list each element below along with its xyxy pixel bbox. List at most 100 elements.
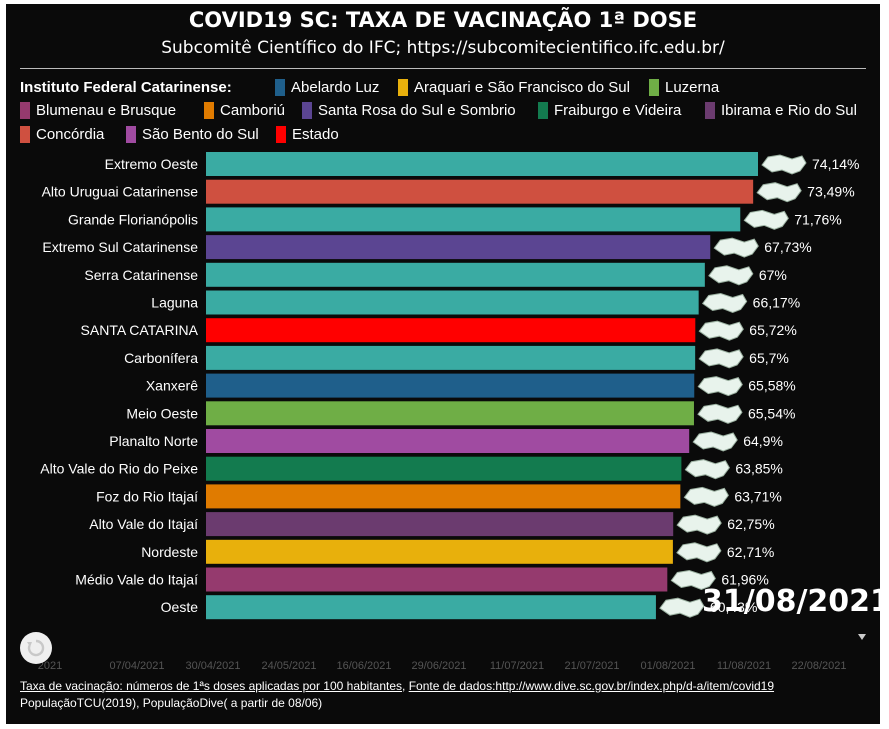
category-label: Carbonífera [124, 350, 198, 366]
bar[interactable] [206, 595, 656, 620]
legend-label: Abelardo Luz [291, 79, 380, 96]
value-label: 64,9% [743, 433, 783, 449]
map-thumbnail-icon [697, 403, 743, 424]
map-thumbnail-icon [698, 348, 744, 369]
legend-item-concordia[interactable]: Concórdia [20, 126, 104, 144]
bar[interactable] [206, 207, 741, 232]
legend-label: Araquari e São Francisco do Sul [414, 79, 630, 96]
footer-source-link[interactable]: Fonte de dados:http://www.dive.sc.gov.br… [408, 679, 775, 693]
legend-item-estado[interactable]: Estado [276, 126, 339, 144]
legend-item-abelardo-luz[interactable]: Abelardo Luz [275, 79, 379, 97]
timeline-tick-label: 30/04/2021 [185, 660, 240, 672]
timeline-slider-handle[interactable] [858, 634, 866, 640]
bar[interactable] [206, 512, 674, 537]
bar[interactable] [206, 290, 699, 315]
legend-swatch [538, 102, 548, 119]
timeline-tick-label: 29/06/2021 [411, 660, 466, 672]
replay-button[interactable] [20, 632, 52, 664]
map-thumbnail-icon [676, 542, 722, 563]
category-label: Meio Oeste [126, 405, 198, 421]
category-label: Oeste [161, 599, 199, 615]
value-label: 63,71% [734, 488, 781, 504]
value-label: 62,75% [727, 516, 774, 532]
header-divider [20, 68, 866, 69]
map-thumbnail-icon [713, 237, 759, 258]
legend-swatch [275, 79, 285, 96]
bar[interactable] [206, 152, 758, 176]
legend-label: Santa Rosa do Sul e Sombrio [318, 102, 516, 119]
category-label: Laguna [151, 295, 198, 311]
legend-label: Fraiburgo e Videira [554, 102, 682, 119]
timeline-tick-label: 2021 [38, 660, 62, 672]
value-label: 71,76% [794, 211, 841, 227]
bar[interactable] [206, 345, 696, 370]
timeline-tick-label: 16/06/2021 [336, 660, 391, 672]
legend-label: Luzerna [665, 79, 720, 96]
map-thumbnail-icon [743, 209, 789, 230]
category-label: Alto Vale do Itajaí [89, 516, 198, 532]
legend-label: São Bento do Sul [142, 126, 259, 143]
bar[interactable] [206, 539, 673, 564]
category-label: Grande Florianópolis [68, 211, 198, 227]
map-thumbnail-icon [697, 376, 743, 397]
bar[interactable] [206, 456, 682, 481]
replay-icon [27, 639, 45, 657]
footer-definition-link[interactable]: Taxa de vacinação: números de 1ªs doses … [20, 679, 403, 693]
value-label: 74,14% [812, 156, 859, 172]
map-thumbnail-icon [670, 569, 716, 591]
legend-swatch [20, 126, 30, 143]
chart-subtitle: Subcomitê Científico do IFC; https://sub… [161, 38, 725, 58]
bar[interactable] [206, 262, 705, 287]
legend-item-araquari[interactable]: Araquari e São Francisco do Sul [398, 79, 630, 97]
bar[interactable] [206, 429, 690, 453]
map-thumbnail-icon [701, 292, 748, 314]
category-label: Foz do Rio Itajaí [96, 488, 198, 504]
legend-label: Blumenau e Brusque [36, 102, 177, 119]
value-label: 65,7% [749, 350, 789, 366]
legend-item-ibirama[interactable]: Ibirama e Rio do Sul [705, 102, 857, 120]
legend-item-santa-rosa[interactable]: Santa Rosa do Sul e Sombrio [302, 102, 516, 120]
chart-frame: COVID19 SC: TAXA DE VACINAÇÃO 1ª DOSE Su… [6, 4, 880, 724]
category-label: Nordeste [141, 544, 198, 560]
timeline-tick-label: 21/07/2021 [564, 660, 619, 672]
value-label: 62,71% [727, 544, 774, 560]
current-date-label: 31/08/2021 [702, 584, 880, 619]
value-label: 73,49% [807, 184, 854, 200]
value-label: 61,96% [721, 572, 768, 588]
bar[interactable] [206, 318, 696, 343]
value-label: 67% [759, 267, 787, 283]
value-label: 65,58% [748, 378, 795, 394]
legend: Instituto Federal Catarinense: Abelardo … [20, 78, 875, 148]
legend-item-fraiburgo[interactable]: Fraiburgo e Videira [538, 102, 681, 120]
category-label: Extremo Sul Catarinense [42, 239, 198, 255]
bar[interactable] [206, 484, 681, 509]
bar[interactable] [206, 235, 711, 260]
timeline-tick-label: 11/08/2021 [717, 660, 771, 672]
bar[interactable] [206, 567, 668, 592]
bar[interactable] [206, 401, 694, 426]
value-label: 65,72% [749, 322, 796, 338]
legend-item-luzerna[interactable]: Luzerna [649, 79, 719, 97]
map-thumbnail-icon [761, 154, 807, 175]
category-label: Alto Vale do Rio do Peixe [40, 461, 198, 477]
category-label: Médio Vale do Itajaí [75, 572, 198, 588]
map-thumbnail-icon [708, 265, 754, 286]
category-label: Xanxerê [146, 378, 198, 394]
value-label: 66,17% [753, 295, 800, 311]
footer-separator: , [402, 679, 409, 693]
timeline-tick-label: 01/08/2021 [640, 660, 695, 672]
chart-title: COVID19 SC: TAXA DE VACINAÇÃO 1ª DOSE [188, 8, 698, 32]
timeline-tick-label: 11/07/2021 [490, 660, 544, 672]
bar[interactable] [206, 179, 754, 204]
timeline-tick-label: 22/08/2021 [791, 660, 846, 672]
legend-item-sao-bento[interactable]: São Bento do Sul [126, 126, 259, 144]
legend-title: Instituto Federal Catarinense: [20, 79, 232, 96]
bar[interactable] [206, 373, 695, 398]
legend-label: Ibirama e Rio do Sul [721, 102, 857, 119]
legend-item-camboriu[interactable]: Camboriú [204, 102, 285, 120]
legend-label: Concórdia [36, 126, 105, 143]
map-thumbnail-icon [683, 486, 729, 507]
value-label: 60,43% [710, 599, 757, 615]
legend-item-blumenau[interactable]: Blumenau e Brusque [20, 102, 176, 120]
bar-chart: Extremo Oeste 74,14% Alto Uruguai Catarine… [38, 152, 859, 672]
